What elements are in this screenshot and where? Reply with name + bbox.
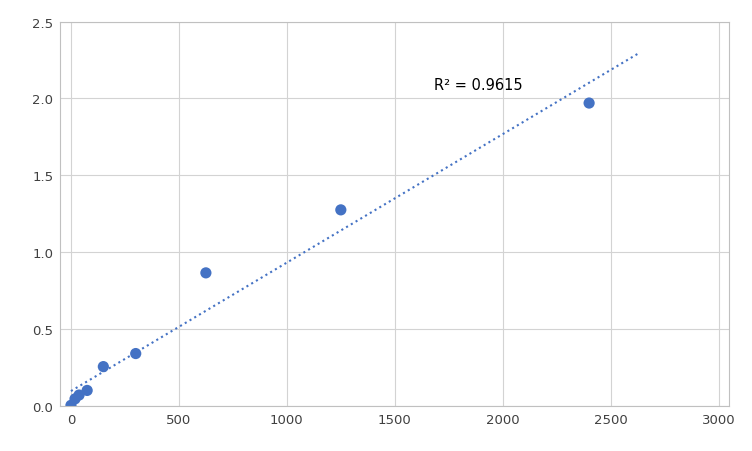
Point: [69, 396, 81, 403]
Point: [200, 270, 212, 277]
Point: [583, 100, 595, 107]
Point: [335, 207, 347, 214]
Point: [73, 391, 85, 399]
Point: [97, 363, 109, 370]
Point: [129, 350, 141, 357]
Point: [81, 387, 93, 394]
Point: [65, 402, 77, 409]
Text: R² = 0.9615: R² = 0.9615: [434, 78, 523, 93]
